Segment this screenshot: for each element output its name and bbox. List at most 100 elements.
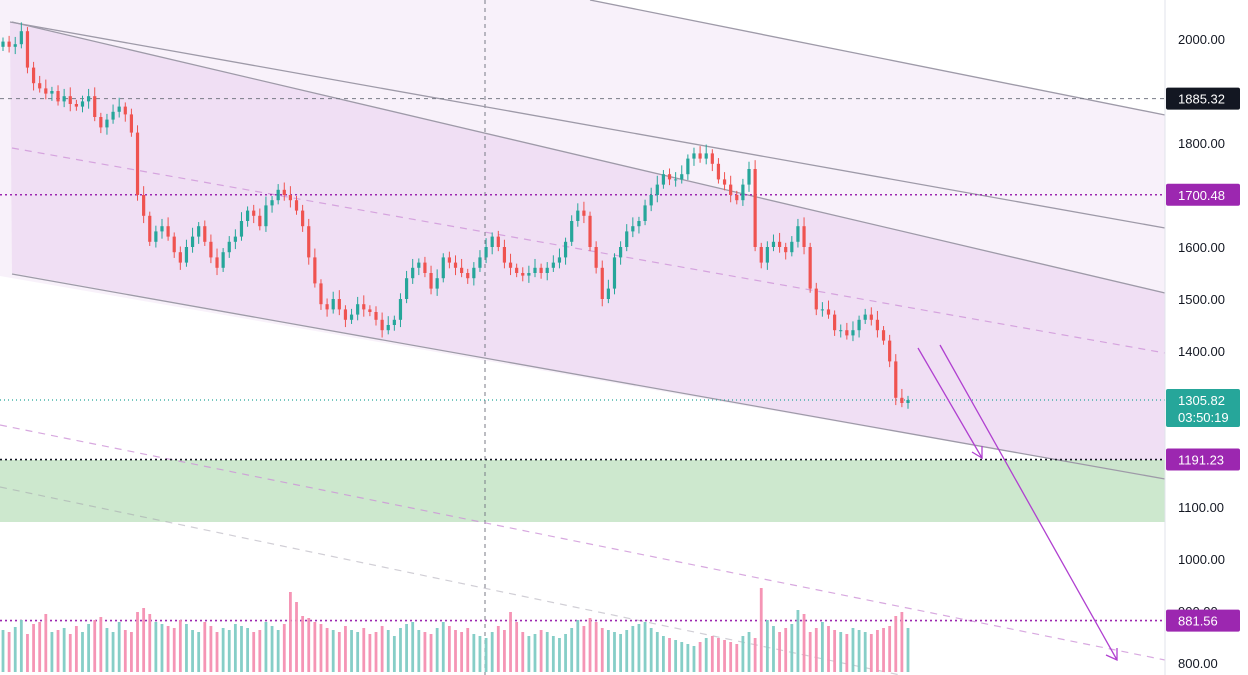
candle-body [496,236,500,247]
candle-body [123,106,127,115]
volume-bar [466,628,470,672]
volume-bar [710,636,714,672]
volume-bars [1,588,910,672]
candle-body [74,104,78,107]
candle-body [661,174,666,185]
candle-body [863,314,867,320]
candle-body [252,210,256,216]
volume-bar [472,634,476,672]
volume-bar [447,626,451,672]
candle-body [429,273,433,289]
candle-body [142,195,146,216]
volume-bar [331,630,335,672]
candle-body [331,299,335,310]
volume-bar [429,634,433,672]
inner-channel-fill [10,22,1165,479]
candle-body [117,106,121,112]
candle-body [44,88,48,94]
candle-body [508,262,513,268]
volume-bar [270,626,274,672]
price-axis-ticks: 2000.00 1800.00 1600.00 1500.00 1400.00 1100.… [1178,32,1225,671]
volume-bar [136,612,139,672]
volume-bar [172,628,176,672]
volume-bar [484,638,488,672]
volume-bar [613,632,616,672]
volume-bar [362,628,366,672]
volume-bar [178,620,182,672]
volume-bar [503,630,506,672]
candle-body [521,273,525,276]
candle-body [674,179,678,181]
candle-body [417,262,421,268]
volume-bar [191,630,194,672]
volume-bar [882,628,885,672]
candle-body [93,96,97,117]
volume-bar [539,630,543,672]
candle-body [545,267,549,273]
candle-body [484,247,488,258]
volume-bar [802,614,806,672]
candle-body [716,163,721,180]
candle-countdown: 03:50:19 [1178,410,1229,425]
volume-bar [692,646,696,672]
volume-bar [490,632,494,672]
volume-bar [790,624,794,672]
candle-body [820,309,824,311]
price-axis[interactable]: 2000.00 1800.00 1600.00 1500.00 1400.00 1100.… [1164,0,1248,675]
candle-body [31,67,36,84]
candle-body [612,257,617,289]
candle-body [301,210,305,227]
candle-body [190,236,195,247]
candle-body [502,247,507,263]
candle-body [1,41,5,47]
volume-bar [44,614,48,672]
volume-bar [570,628,574,672]
volume-bar [784,628,788,672]
candle-body [362,304,366,310]
volume-bar [717,638,720,672]
volume-bar [906,628,910,672]
candle-body [203,226,207,242]
volume-bar [851,628,855,672]
candle-body [404,278,409,299]
volume-bar [735,644,739,672]
volume-bar [87,624,91,672]
candle-body [447,257,451,263]
volume-bar [649,628,653,672]
volume-bar [166,626,170,672]
candle-body [808,247,812,289]
volume-bar [417,630,421,672]
candle-body [398,299,403,320]
volume-bar [368,634,372,672]
candle-body [631,226,635,232]
candle-body [215,257,219,268]
candle-body [56,91,60,102]
volume-bar [582,626,586,672]
candle-body [637,221,641,227]
volume-bar [496,626,500,672]
volume-bar [282,624,286,672]
volume-bar [111,632,115,672]
candle-body [349,314,354,320]
candle-body [62,96,66,102]
volume-bar [814,628,818,672]
volume-bar [833,630,837,672]
upper-channel-line [589,0,1166,116]
candle-body [411,267,415,279]
candle-body [796,226,800,242]
candle-body [551,262,555,268]
price-badge-label: 881.56 [1178,614,1218,629]
price-level-lines [0,98,1165,622]
candle-body [154,231,158,242]
volume-bar [619,634,623,672]
volume-bar [350,630,353,672]
volume-bar [411,622,415,672]
price-badge-label: 1885.32 [1178,92,1225,107]
volume-bar [209,626,213,672]
volume-bar [686,644,690,672]
volume-bar [729,642,733,672]
price-tick-label: 1600.00 [1178,240,1225,255]
candle-body [747,169,751,185]
volume-bar [301,616,305,672]
